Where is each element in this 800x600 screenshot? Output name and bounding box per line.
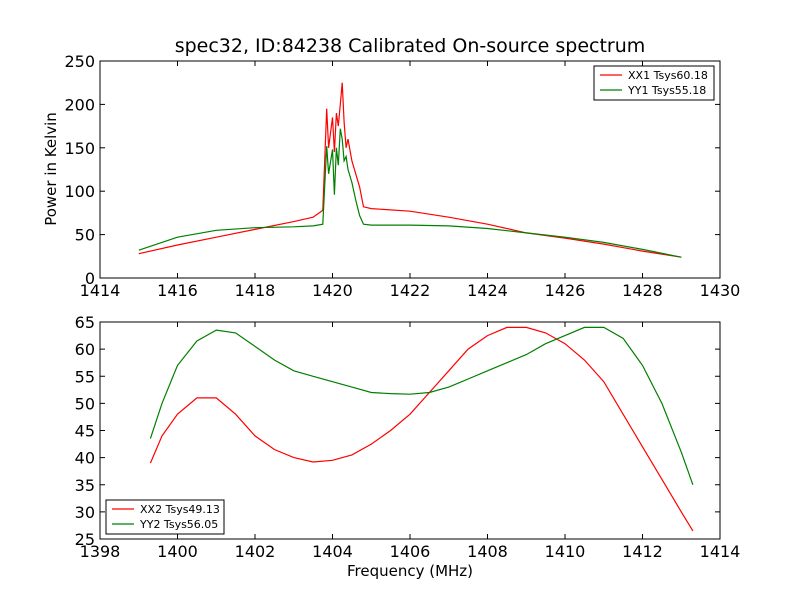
- chart-title: spec32, ID:84238 Calibrated On-source sp…: [175, 35, 646, 57]
- y-tick-label: 45: [75, 422, 95, 441]
- x-tick-label: 1422: [390, 281, 431, 300]
- x-tick-label: 1412: [622, 542, 663, 561]
- legend-entry: XX1 Tsys60.18: [628, 69, 708, 82]
- series-line-yy2: [149, 326, 694, 486]
- x-tick-label: 1398: [80, 542, 121, 561]
- legend-entry: YY2 Tsys56.05: [139, 518, 218, 531]
- y-tick-label: 40: [75, 449, 95, 468]
- x-tick-label: 1426: [545, 281, 586, 300]
- x-tick-label: 1416: [157, 281, 198, 300]
- x-tick-label: 1406: [390, 542, 431, 561]
- x-tick-label: 1402: [235, 542, 276, 561]
- x-tick-label: 1400: [157, 542, 198, 561]
- x-tick-label: 1410: [545, 542, 586, 561]
- y-tick-label: 65: [75, 313, 95, 332]
- y-tick-label: 0: [85, 269, 95, 288]
- x-tick-label: 1404: [312, 542, 353, 561]
- legend-entry: XX2 Tsys49.13: [140, 503, 220, 516]
- x-tick-label: 1418: [235, 281, 276, 300]
- y-tick-label: 200: [64, 95, 95, 114]
- x-tick-label: 1414: [80, 281, 121, 300]
- series-line-yy1: [138, 128, 682, 258]
- x-tick-label: 1420: [312, 281, 353, 300]
- y-tick-label: 30: [75, 503, 95, 522]
- y-tick-label: 250: [64, 52, 95, 71]
- y-tick-label: 25: [75, 530, 95, 549]
- legend-entry: YY1 Tsys55.18: [627, 84, 706, 97]
- bottom-spectrum-panel: 1398 1400 1402 1404 1406 1408 1410 1412 1414 25 30…: [75, 313, 741, 561]
- y-tick-label: 100: [64, 182, 95, 201]
- x-tick-label: 1424: [467, 281, 508, 300]
- series-line-xx2: [149, 326, 694, 532]
- x-tick-label: 1428: [622, 281, 663, 300]
- top-spectrum-panel: 1414 1416 1418 1420 1422 1424 1426 1428 1430 0 50 1…: [64, 52, 740, 300]
- x-axis-label: Frequency (MHz): [347, 562, 473, 580]
- y-axis-label: Power in Kelvin: [42, 112, 60, 226]
- y-tick-label: 55: [75, 367, 95, 386]
- legend: XX2 Tsys49.13 YY2 Tsys56.05: [105, 499, 225, 535]
- y-tick-label: 50: [75, 394, 95, 413]
- x-tick-label: 1430: [700, 281, 741, 300]
- legend-box: [105, 499, 225, 535]
- x-tick-label: 1414: [700, 542, 741, 561]
- series-line-xx1: [138, 82, 682, 258]
- y-tick-label: 150: [64, 139, 95, 158]
- legend-box: [593, 65, 715, 101]
- y-tick-label: 60: [75, 340, 95, 359]
- x-tick-label: 1408: [467, 542, 508, 561]
- y-tick-label: 35: [75, 476, 95, 495]
- legend: XX1 Tsys60.18 YY1 Tsys55.18: [593, 65, 715, 101]
- y-tick-label: 50: [75, 226, 95, 245]
